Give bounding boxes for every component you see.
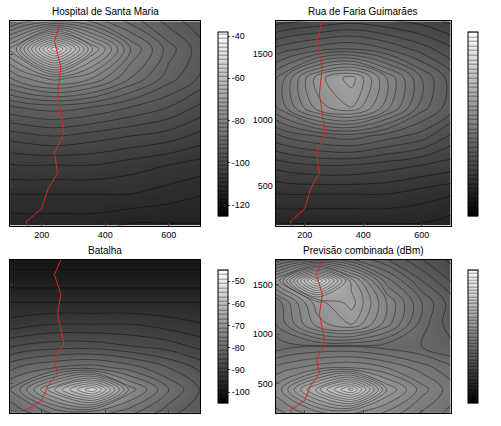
svg-text:-70: -70: [232, 321, 245, 331]
svg-text:500: 500: [258, 181, 273, 191]
svg-text:1500: 1500: [253, 280, 273, 290]
svg-text:-60: -60: [232, 73, 245, 83]
svg-text:-80: -80: [232, 343, 245, 353]
svg-text:400: 400: [356, 230, 371, 240]
svg-text:600: 600: [414, 230, 429, 240]
svg-text:Batalha: Batalha: [88, 245, 122, 256]
svg-text:200: 200: [34, 230, 49, 240]
svg-text:-120: -120: [232, 200, 250, 210]
svg-text:200: 200: [297, 230, 312, 240]
svg-text:-90: -90: [232, 365, 245, 375]
svg-text:-60: -60: [232, 299, 245, 309]
svg-text:Hospital de Santa Maria: Hospital de Santa Maria: [52, 6, 159, 17]
svg-text:-100: -100: [232, 158, 250, 168]
svg-text:1000: 1000: [253, 115, 273, 125]
svg-text:1500: 1500: [253, 49, 273, 59]
svg-text:600: 600: [161, 230, 176, 240]
svg-text:500: 500: [258, 379, 273, 389]
svg-text:400: 400: [98, 230, 113, 240]
svg-text:-40: -40: [232, 31, 245, 41]
svg-text:-50: -50: [232, 276, 245, 286]
svg-text:-80: -80: [232, 116, 245, 126]
svg-text:Rua de Faria Guimarães: Rua de Faria Guimarães: [308, 6, 418, 17]
svg-text:1000: 1000: [253, 329, 273, 339]
svg-text:Previsão combinada (dBm): Previsão combinada (dBm): [303, 245, 424, 256]
svg-text:-100: -100: [232, 387, 250, 397]
